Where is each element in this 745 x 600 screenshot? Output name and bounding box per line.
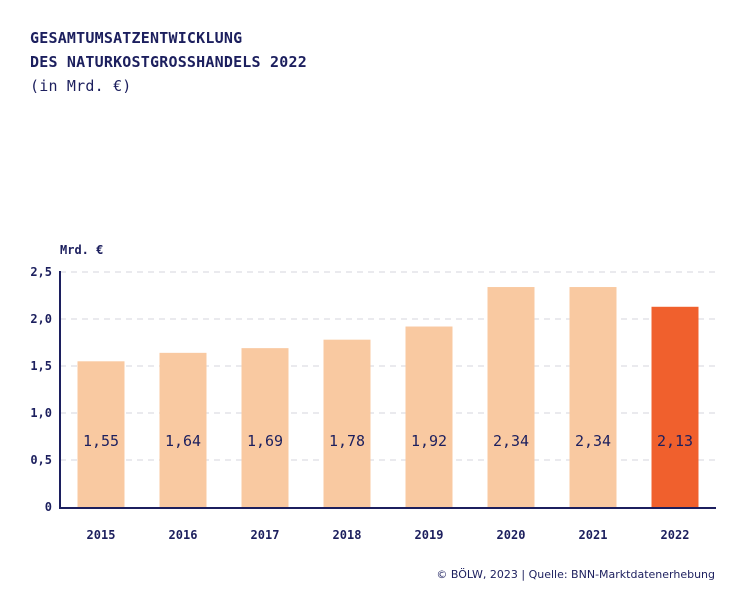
y-tick-label: 0,5 bbox=[30, 453, 52, 467]
bar-value-label: 2,34 bbox=[575, 432, 611, 450]
x-tick-label: 2017 bbox=[251, 528, 280, 542]
bar-value-label: 1,55 bbox=[83, 432, 119, 450]
bar-value-label: 2,13 bbox=[657, 432, 693, 450]
chart-title: GESAMTUMSATZENTWICKLUNG DES NATURKOSTGRO… bbox=[30, 26, 307, 98]
chart-title-line-2: DES NATURKOSTGROSSHANDELS 2022 bbox=[30, 53, 307, 71]
x-tick-label: 2019 bbox=[415, 528, 444, 542]
bar-value-label: 1,78 bbox=[329, 432, 365, 450]
bar-2020 bbox=[487, 287, 535, 507]
y-tick-label: 1,0 bbox=[30, 406, 52, 420]
x-tick-label: 2022 bbox=[661, 528, 690, 542]
bar-value-label: 1,64 bbox=[165, 432, 201, 450]
y-tick-label: 0 bbox=[45, 500, 52, 514]
y-tick-label: 2,0 bbox=[30, 312, 52, 326]
x-tick-label: 2016 bbox=[169, 528, 198, 542]
source-footer: © BÖLW, 2023 | Quelle: BNN-Marktdatenerh… bbox=[436, 568, 715, 581]
x-tick-label: 2018 bbox=[333, 528, 362, 542]
bar-2019 bbox=[405, 326, 453, 507]
chart-subtitle: (in Mrd. €) bbox=[30, 77, 132, 95]
y-tick-label: 1,5 bbox=[30, 359, 52, 373]
bar-value-label: 1,92 bbox=[411, 432, 447, 450]
bar-2018 bbox=[323, 339, 371, 507]
x-tick-labels: 2015 2016 2017 2018 2019 2020 2021 2022 bbox=[87, 528, 690, 542]
bars: 1,55 1,64 1,69 1,78 1,92 2,34 2,34 2,13 bbox=[77, 287, 699, 507]
x-tick-label: 2015 bbox=[87, 528, 116, 542]
y-axis-label: Mrd. € bbox=[60, 243, 103, 257]
bar-2015 bbox=[77, 361, 125, 507]
gridlines bbox=[60, 271, 716, 461]
y-tick-labels: 0 0,5 1,0 1,5 2,0 2,5 bbox=[30, 265, 52, 514]
bar-2022 bbox=[651, 306, 699, 507]
chart-title-line-1: GESAMTUMSATZENTWICKLUNG bbox=[30, 29, 243, 47]
x-tick-label: 2021 bbox=[579, 528, 608, 542]
x-tick-label: 2020 bbox=[497, 528, 526, 542]
bar-value-label: 2,34 bbox=[493, 432, 529, 450]
bar-2021 bbox=[569, 287, 617, 507]
bar-value-label: 1,69 bbox=[247, 432, 283, 450]
bar-2017 bbox=[241, 348, 289, 507]
y-tick-label: 2,5 bbox=[30, 265, 52, 279]
bar-2016 bbox=[159, 352, 207, 507]
